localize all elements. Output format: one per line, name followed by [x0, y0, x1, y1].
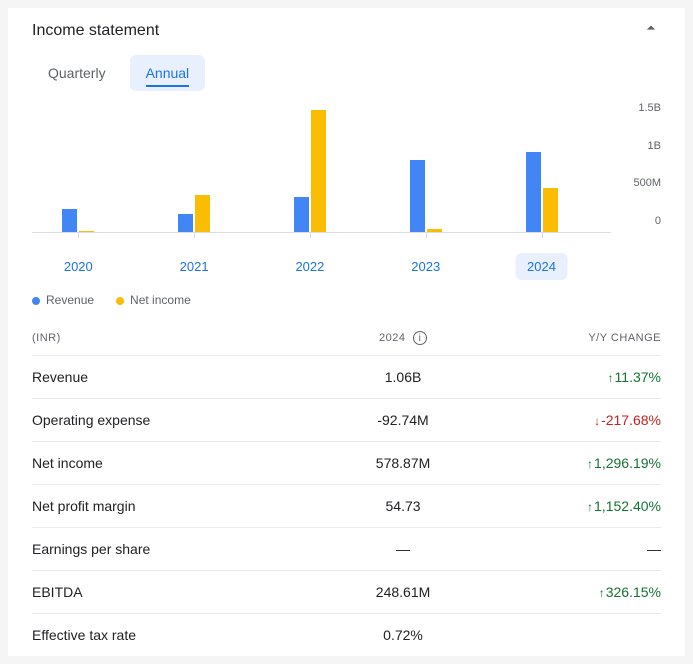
card-title: Income statement: [32, 22, 159, 40]
metric-value: 248.61M: [334, 571, 473, 614]
bar-chart: 1.5B 1B 500M 0: [32, 105, 661, 245]
metric-label: EBITDA: [32, 571, 334, 614]
metric-change: ↑1,152.40%: [472, 485, 661, 528]
metric-change: ↑11.37%: [472, 356, 661, 399]
bar-net-income-2022[interactable]: [311, 110, 326, 232]
bar-revenue-2023[interactable]: [410, 160, 425, 232]
metric-label: Revenue: [32, 356, 334, 399]
income-statement-card: Income statement QuarterlyAnnual 1.5B 1B 5…: [8, 8, 685, 656]
table-row: Earnings per share——: [32, 528, 661, 571]
year-button-2024[interactable]: 2024: [515, 253, 568, 280]
arrow-up-icon: ↑: [599, 586, 605, 600]
col-year-label: 2024: [379, 332, 405, 344]
year-button-2023[interactable]: 2023: [399, 253, 452, 280]
arrow-up-icon: ↑: [608, 371, 614, 385]
metric-label: Effective tax rate: [32, 614, 334, 657]
bar-group-2023: [410, 160, 442, 232]
metric-change: ↓-217.68%: [472, 399, 661, 442]
arrow-down-icon: ↓: [594, 414, 600, 428]
tab-quarterly[interactable]: Quarterly: [32, 55, 122, 91]
bar-group-2020: [62, 209, 94, 232]
table-body: Revenue1.06B↑11.37%Operating expense-92.…: [32, 356, 661, 657]
x-axis-years: 2020 2021 2022 2023 2024: [32, 245, 611, 289]
metric-value: 578.87M: [334, 442, 473, 485]
table-header-row: (INR) 2024 i Y/Y CHANGE: [32, 317, 661, 356]
financials-table: (INR) 2024 i Y/Y CHANGE Revenue1.06B↑11.…: [32, 317, 661, 656]
chart-legend: Revenue Net income: [32, 293, 661, 307]
arrow-up-icon: ↑: [587, 457, 593, 471]
legend-item-revenue: Revenue: [32, 293, 94, 307]
metric-change: [472, 614, 661, 657]
metric-value: -92.74M: [334, 399, 473, 442]
bar-revenue-2021[interactable]: [178, 214, 193, 232]
metric-value: 0.72%: [334, 614, 473, 657]
chevron-up-icon: [641, 18, 661, 38]
bar-revenue-2022[interactable]: [294, 197, 309, 232]
collapse-toggle[interactable]: [641, 18, 661, 43]
bar-net-income-2023[interactable]: [427, 229, 442, 232]
col-change: Y/Y CHANGE: [472, 317, 661, 356]
axis-tick: [426, 232, 427, 238]
table-row: EBITDA248.61M↑326.15%: [32, 571, 661, 614]
table-row: Net income578.87M↑1,296.19%: [32, 442, 661, 485]
metric-value: 1.06B: [334, 356, 473, 399]
bar-net-income-2024[interactable]: [543, 188, 558, 232]
table-row: Revenue1.06B↑11.37%: [32, 356, 661, 399]
legend-dot-icon: [116, 297, 124, 305]
y-tick-label: 1B: [648, 140, 661, 152]
table-row: Effective tax rate0.72%: [32, 614, 661, 657]
y-tick-label: 0: [655, 215, 661, 227]
y-tick-label: 1.5B: [638, 102, 661, 114]
y-tick-label: 500M: [633, 177, 661, 189]
legend-dot-icon: [32, 297, 40, 305]
metric-label: Operating expense: [32, 399, 334, 442]
metric-value: —: [334, 528, 473, 571]
legend-item-net-income: Net income: [116, 293, 191, 307]
axis-tick: [78, 232, 79, 238]
axis-tick: [310, 232, 311, 238]
metric-label: Net income: [32, 442, 334, 485]
table-row: Operating expense-92.74M↓-217.68%: [32, 399, 661, 442]
col-year: 2024 i: [334, 317, 473, 356]
y-axis-labels: 1.5B 1B 500M 0: [615, 105, 661, 233]
metric-change: ↑326.15%: [472, 571, 661, 614]
bar-net-income-2021[interactable]: [195, 195, 210, 232]
table-row: Net profit margin54.73↑1,152.40%: [32, 485, 661, 528]
chart-plot: [32, 105, 611, 233]
tab-annual[interactable]: Annual: [130, 55, 206, 91]
arrow-up-icon: ↑: [587, 500, 593, 514]
bar-net-income-2020[interactable]: [79, 231, 94, 232]
axis-tick: [542, 232, 543, 238]
col-metric: (INR): [32, 317, 334, 356]
bar-revenue-2024[interactable]: [526, 152, 541, 232]
bar-group-2024: [526, 152, 558, 232]
metric-value: 54.73: [334, 485, 473, 528]
bar-group-2022: [294, 110, 326, 232]
metric-label: Earnings per share: [32, 528, 334, 571]
year-button-2022[interactable]: 2022: [283, 253, 336, 280]
period-tabs: QuarterlyAnnual: [32, 55, 661, 91]
metric-change: ↑1,296.19%: [472, 442, 661, 485]
axis-tick: [194, 232, 195, 238]
info-icon[interactable]: i: [413, 331, 427, 345]
metric-change: —: [472, 528, 661, 571]
bar-revenue-2020[interactable]: [62, 209, 77, 232]
bar-group-2021: [178, 195, 210, 232]
metric-label: Net profit margin: [32, 485, 334, 528]
card-header: Income statement: [32, 8, 661, 51]
year-button-2021[interactable]: 2021: [168, 253, 221, 280]
year-button-2020[interactable]: 2020: [52, 253, 105, 280]
